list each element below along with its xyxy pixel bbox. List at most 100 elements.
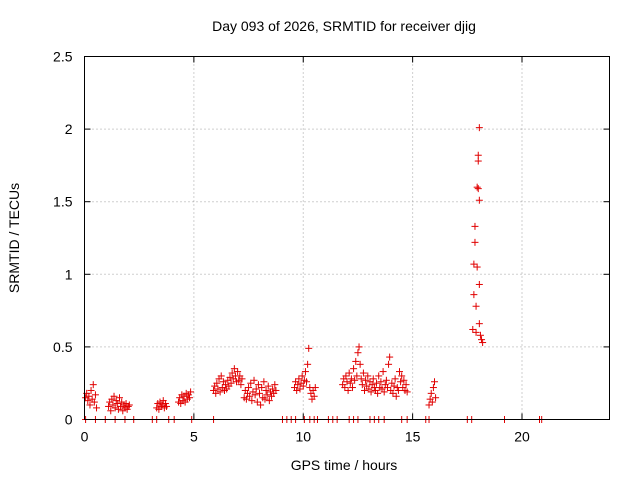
data-point [357, 375, 365, 383]
data-point [85, 392, 93, 400]
data-point [346, 379, 354, 387]
data-point [299, 382, 307, 390]
data-point [403, 388, 411, 396]
data-point [124, 402, 132, 410]
data-point [298, 372, 306, 380]
data-point [374, 389, 382, 397]
data-point [113, 400, 121, 408]
data-point [228, 369, 236, 377]
data-point [296, 385, 304, 393]
data-point [364, 372, 372, 380]
data-point [234, 368, 242, 376]
data-point [352, 357, 360, 365]
data-point [294, 381, 302, 389]
data-point [93, 404, 101, 412]
data-point [238, 375, 246, 383]
data-point [304, 360, 312, 368]
data-point [258, 384, 266, 392]
data-point [369, 375, 377, 383]
data-point [472, 328, 480, 336]
data-point [186, 394, 193, 402]
data-point [474, 151, 482, 159]
data-point [358, 381, 366, 389]
data-point [105, 402, 113, 410]
data-point [478, 336, 486, 344]
x-tick-label: 0 [81, 429, 89, 445]
data-point [386, 353, 394, 361]
data-point [86, 401, 94, 409]
data-point [343, 378, 351, 386]
data-point [260, 378, 268, 386]
data-point [476, 331, 484, 339]
data-point [475, 280, 483, 288]
data-point [163, 402, 171, 410]
data-point [391, 375, 399, 383]
x-tick-label: 10 [295, 429, 311, 445]
grid [84, 56, 610, 420]
data-point [361, 386, 368, 394]
data-point [359, 369, 367, 377]
data-point [342, 372, 350, 380]
data-point [353, 372, 361, 380]
y-tick-label: 2 [65, 121, 73, 137]
data-point [253, 398, 261, 406]
data-point [402, 381, 410, 389]
data-point [235, 376, 243, 384]
data-point [474, 185, 482, 193]
data-points [82, 124, 546, 423]
data-point [345, 369, 353, 377]
data-point [293, 386, 301, 394]
data-point [392, 392, 400, 400]
data-point [389, 389, 397, 397]
data-point [356, 360, 364, 368]
data-point [216, 388, 224, 396]
data-point [107, 407, 115, 415]
x-axis-label: GPS time / hours [291, 457, 398, 473]
data-point [87, 386, 95, 394]
data-point [252, 385, 260, 393]
data-point [472, 302, 480, 310]
data-point [469, 325, 477, 333]
data-point [397, 378, 405, 386]
axis-ticks: 0 5 10 15 20 0 0.5 1 1.5 2 2.5 [53, 49, 610, 445]
data-point [470, 260, 478, 268]
data-point [301, 368, 309, 376]
data-point [247, 379, 255, 387]
data-point [237, 381, 245, 389]
data-point [400, 376, 408, 384]
data-point [471, 238, 479, 246]
data-point [475, 124, 483, 132]
data-point [398, 372, 406, 380]
y-tick-label: 0.5 [53, 339, 73, 355]
data-point [262, 386, 270, 394]
data-point [226, 373, 234, 381]
data-point [351, 376, 359, 384]
data-point [251, 391, 259, 399]
data-point [385, 360, 393, 368]
data-point [394, 386, 402, 394]
x-tick-label: 20 [514, 429, 530, 445]
data-point [303, 378, 311, 386]
data-point [269, 385, 277, 393]
data-point [250, 376, 258, 384]
data-point [242, 395, 250, 403]
data-point [373, 379, 381, 387]
data-point [428, 398, 436, 406]
data-point [112, 397, 120, 405]
data-point [383, 384, 391, 392]
data-point [161, 400, 169, 408]
data-point [355, 343, 363, 351]
data-point [230, 365, 238, 373]
data-point [390, 382, 398, 390]
data-point [89, 381, 97, 389]
data-point [264, 382, 272, 390]
data-point [125, 401, 133, 409]
data-point [362, 376, 370, 384]
data-point [475, 320, 483, 328]
data-point [212, 389, 220, 397]
data-point [90, 398, 98, 406]
data-point [479, 339, 487, 347]
data-point [222, 381, 230, 389]
data-point [396, 368, 403, 376]
data-point [347, 375, 355, 383]
